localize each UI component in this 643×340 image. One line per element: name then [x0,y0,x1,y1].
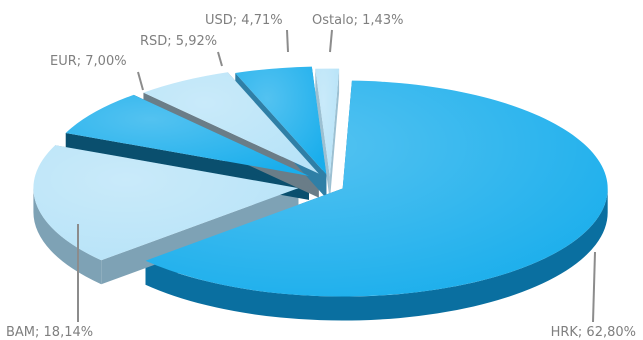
leader-lines [77,29,596,323]
slice-rim-bam-0 [33,188,102,285]
leader-line-eur [137,71,144,91]
data-labels: HRK; 62,80% BAM; 18,14% EUR; 7,00% RSD; 5,9… [6,13,636,340]
leader-line-hrk [592,251,596,323]
leader-line-rsd [217,51,223,67]
slice-rsd-shine [143,72,319,174]
data-label-ostalo: Ostalo; 1,43% [312,13,403,28]
slice-ostalo-shine [315,68,340,177]
leader-line-ostalo [329,29,333,53]
slice-tops [33,66,608,297]
slice-eur-shine [65,94,309,176]
slice-hrk-shine [145,80,608,297]
slice-usd-shine [235,66,327,175]
slice-rim-hrk-0 [145,188,608,321]
slice-wall-ostalo-0 [315,68,330,201]
data-label-hrk: HRK; 62,80% [551,325,636,340]
slice-bam-shine [33,145,299,261]
data-label-usd: USD; 4,71% [205,13,283,28]
data-label-bam: BAM; 18,14% [6,325,93,340]
slice-wall-ostalo-1 [329,68,340,201]
data-label-rsd: RSD; 5,92% [140,34,217,49]
data-label-eur: EUR; 7,00% [50,54,127,69]
leader-line-usd [286,29,289,53]
